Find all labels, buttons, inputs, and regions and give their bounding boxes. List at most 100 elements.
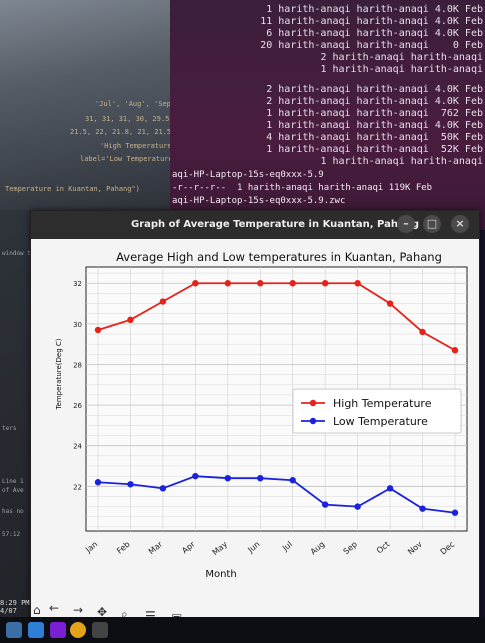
y-axis-label: Temperature(Deg C) — [55, 338, 63, 410]
back-arrow-icon[interactable]: ← — [49, 601, 60, 615]
x-tick-label: Sep — [342, 540, 359, 557]
series-line — [97, 475, 456, 514]
data-point — [127, 481, 134, 488]
chart-title: Average High and Low temperatures in Kua… — [116, 250, 442, 264]
terminal-line: 1 harith-anaqi harith-anaqi — [320, 156, 483, 167]
terminal-prompt: aqi-HP-Laptop-15s-eq0xxx-5.9 — [172, 170, 324, 180]
terminal-line: 11 harith-anaqi harith-anaqi 4.0K Feb — [260, 16, 483, 27]
minimize-button[interactable]: – — [397, 215, 415, 233]
x-tick-label: May — [211, 539, 230, 557]
editor-line: Temperature in Kuantan, Pahang") — [5, 185, 140, 193]
side-text: 57:12 — [2, 531, 21, 538]
x-tick-label: Mar — [147, 539, 165, 556]
chart: Average High and Low temperatures in Kua… — [55, 250, 468, 580]
x-tick-label: Jun — [245, 540, 261, 556]
y-tick-label: 28 — [73, 361, 82, 369]
data-point — [386, 485, 394, 492]
data-point — [159, 485, 167, 492]
terminal-line: 1 harith-anaqi harith-anaqi 52K Feb — [266, 144, 483, 155]
side-text: Line 1 — [2, 478, 24, 485]
legend-marker — [309, 417, 317, 425]
terminal-prompt: aqi-HP-Laptop-15s-eq0xxx-5.9.zwc — [172, 196, 346, 206]
side-text: has no — [2, 508, 24, 515]
data-point — [224, 475, 232, 482]
x-tick-label: Jul — [280, 540, 294, 554]
side-text: ters — [2, 425, 17, 432]
x-tick-label: Jan — [83, 540, 99, 555]
terminal-line: 6 harith-anaqi harith-anaqi 4.0K Feb — [266, 28, 483, 39]
figure-titlebar[interactable]: Graph of Average Temperature in Kuantan,… — [31, 211, 479, 239]
terminal-line: 20 harith-anaqi harith-anaqi 0 Feb — [260, 40, 483, 51]
x-tick-label: Aug — [309, 540, 327, 557]
data-point — [354, 503, 361, 510]
close-button[interactable]: × — [451, 215, 469, 233]
data-point — [354, 280, 361, 287]
data-point — [321, 280, 329, 287]
x-tick-label: Apr — [180, 539, 197, 555]
y-tick-label: 24 — [73, 443, 82, 451]
taskbar — [0, 617, 485, 643]
y-tick-label: 30 — [73, 321, 82, 329]
terminal-icon[interactable] — [92, 622, 108, 638]
terminal-line: 2 harith-anaqi harith-anaqi 4.0K Feb — [266, 84, 483, 95]
home-icon[interactable]: ⌂ — [33, 603, 41, 617]
data-point — [192, 472, 199, 480]
x-tick-label: Feb — [115, 540, 132, 556]
terminal-line: 2 harith-anaqi harith-anaqi 4.0K Feb — [266, 96, 483, 107]
x-tick-label: Dec — [439, 540, 457, 557]
y-tick-label: 32 — [73, 280, 82, 288]
data-point — [192, 280, 199, 287]
app-icon[interactable] — [50, 622, 66, 638]
chrome-icon[interactable] — [70, 622, 86, 638]
editor-line: label='Low Temperature' — [80, 155, 177, 163]
editor-line: 'High Temperature' — [100, 142, 176, 150]
terminal-line: 2 harith-anaqi harith-anaqi — [320, 52, 483, 63]
data-point — [289, 477, 296, 484]
clock-time: 8:29 PM — [0, 599, 30, 607]
data-point — [94, 479, 102, 486]
editor-line: 31, 31, 31, 30, 29.5, 28.5] — [85, 115, 199, 123]
data-point — [257, 475, 264, 482]
figure-window: Graph of Average Temperature in Kuantan,… — [30, 210, 480, 632]
mail-icon[interactable] — [28, 622, 44, 638]
editor-line: 'Jul', 'Aug', 'Sep', 'Oc — [95, 100, 197, 108]
series-line — [97, 282, 456, 352]
terminal-line: 1 harith-anaqi harith-anaqi 762 Feb — [266, 108, 483, 119]
y-tick-label: 26 — [73, 402, 82, 410]
terminal-line: -r--r--r-- 1 harith-anaqi harith-anaqi 1… — [172, 183, 433, 193]
legend — [292, 388, 462, 434]
files-icon[interactable] — [6, 622, 22, 638]
legend-marker — [309, 399, 317, 407]
window-title: Graph of Average Temperature in Kuantan,… — [131, 219, 420, 230]
terminal-line: 1 harith-anaqi harith-anaqi 4.0K Feb — [266, 120, 483, 131]
maximize-button[interactable]: □ — [423, 215, 441, 233]
clock-date: 4/07 — [0, 607, 17, 615]
terminal-line: 1 harith-anaqi harith-anaqi 4.0K Feb — [266, 4, 483, 15]
data-point — [94, 326, 102, 334]
pan-icon[interactable]: ✥ — [97, 605, 108, 619]
terminal-line: 1 harith-anaqi harith-anaqi — [320, 64, 483, 75]
data-point — [386, 300, 394, 307]
forward-arrow-icon[interactable]: → — [73, 603, 84, 617]
side-text: window title" — [2, 250, 49, 257]
legend-label: Low Temperature — [333, 415, 428, 428]
x-axis-label: Month — [205, 569, 236, 580]
data-point — [419, 505, 426, 512]
terminal-window: 1 harith-anaqi harith-anaqi 4.0K Feb 11 … — [170, 0, 485, 230]
x-tick-label: Nov — [406, 539, 424, 556]
subplots-icon[interactable]: ☰ — [145, 609, 156, 623]
x-tick-label: Oct — [375, 540, 391, 556]
data-point — [257, 280, 264, 287]
data-point — [127, 316, 134, 323]
data-point — [451, 347, 459, 354]
editor-line: 21.5, 22, 21.8, 21, 21.5, 21 — [70, 128, 189, 136]
data-point — [159, 298, 167, 305]
zoom-icon[interactable]: ⌕ — [121, 607, 128, 621]
data-point — [224, 280, 232, 287]
data-point — [289, 280, 296, 287]
data-point — [451, 509, 459, 516]
side-text: of Ave — [2, 487, 24, 494]
legend-label: High Temperature — [333, 397, 432, 410]
data-point — [321, 501, 329, 508]
terminal-line: 4 harith-anaqi harith-anaqi 50K Feb — [266, 132, 483, 143]
